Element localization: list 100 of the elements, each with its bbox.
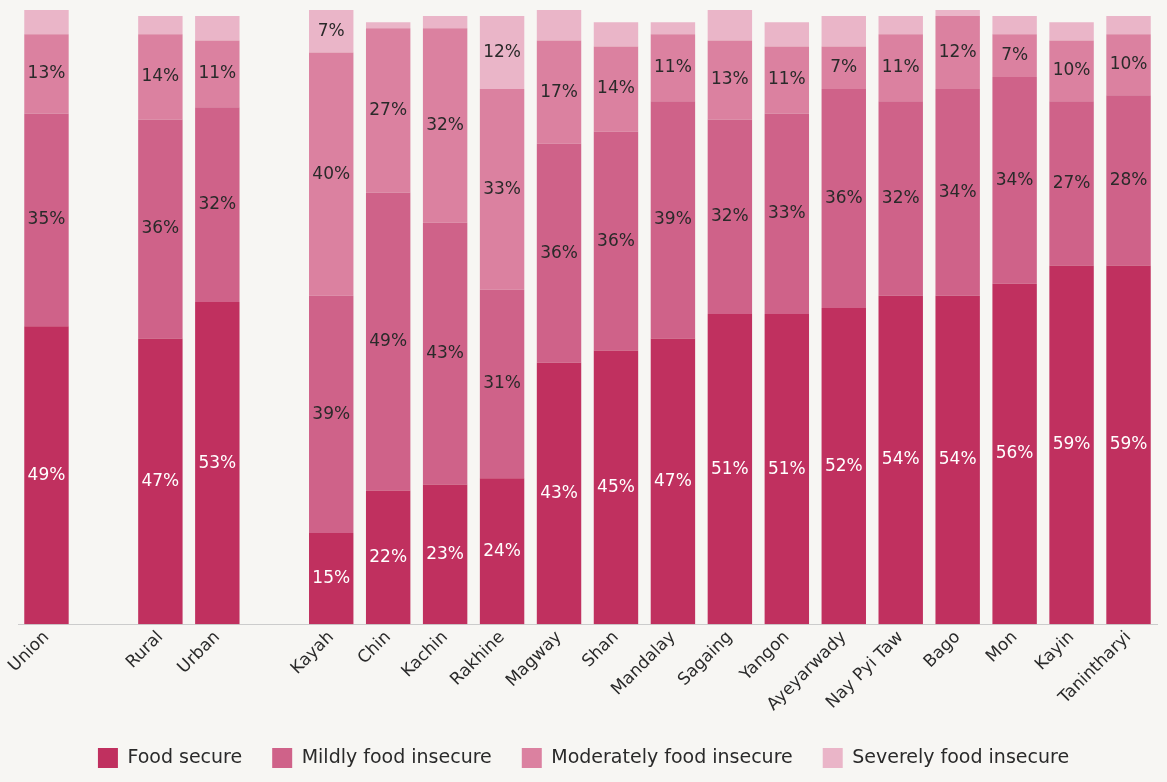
- data-label: 27%: [1052, 171, 1091, 192]
- data-label: 11%: [198, 62, 237, 83]
- bar: [195, 301, 240, 625]
- bar: [821, 16, 866, 47]
- data-label: 59%: [1052, 433, 1091, 454]
- data-label: 36%: [597, 229, 635, 250]
- data-label: 23%: [426, 542, 465, 563]
- data-label: 10%: [1052, 59, 1091, 80]
- bar: [479, 289, 525, 479]
- data-label: 39%: [654, 208, 692, 229]
- bar: [1106, 34, 1151, 96]
- data-label: 15%: [312, 567, 351, 588]
- data-label: 39%: [312, 402, 351, 423]
- bar: [992, 76, 1037, 284]
- data-label: 33%: [767, 202, 806, 223]
- bar: [878, 34, 923, 102]
- data-label: 14%: [141, 65, 180, 86]
- data-label: 14%: [597, 77, 635, 98]
- bar: [24, 10, 69, 35]
- bar: [24, 34, 69, 114]
- data-label: 17%: [540, 80, 578, 101]
- data-label: 43%: [540, 481, 578, 502]
- legend-label: Mildly food insecure: [301, 744, 492, 767]
- legend-label: Food secure: [127, 744, 243, 767]
- bar: [764, 113, 810, 315]
- data-label: 10%: [1109, 53, 1148, 74]
- bar: [309, 533, 354, 625]
- data-label: 34%: [995, 168, 1034, 189]
- bar: [138, 34, 183, 120]
- data-label: 52%: [824, 454, 863, 475]
- bar: [650, 22, 696, 35]
- data-label: 54%: [938, 448, 977, 469]
- bar: [1106, 265, 1151, 625]
- bar: [138, 338, 183, 625]
- data-label: 22%: [369, 545, 408, 566]
- data-label: 34%: [938, 180, 977, 201]
- bar: [1049, 40, 1094, 102]
- bar: [138, 119, 183, 339]
- data-label: 32%: [198, 193, 237, 214]
- data-label: 47%: [654, 469, 692, 490]
- data-label: 47%: [141, 469, 180, 490]
- bar: [479, 478, 525, 625]
- data-label: 12%: [483, 41, 521, 61]
- bar: [1049, 101, 1094, 266]
- data-label: 40%: [312, 162, 351, 183]
- data-label: 35%: [27, 208, 66, 229]
- bar: [935, 16, 980, 90]
- bar: [764, 314, 810, 625]
- bar: [195, 16, 240, 41]
- bar: [536, 362, 582, 625]
- bar: [935, 10, 980, 17]
- data-label: 36%: [824, 186, 863, 207]
- bar: [1049, 265, 1094, 625]
- bar: [195, 40, 240, 108]
- legend-label: Severely food insecure: [852, 744, 1070, 767]
- bar: [935, 89, 980, 296]
- bar: [821, 308, 866, 625]
- data-label: 24%: [483, 539, 521, 560]
- bar: [365, 192, 411, 491]
- data-label: 11%: [654, 56, 692, 77]
- bar: [707, 119, 753, 315]
- data-label: 32%: [426, 113, 465, 134]
- bar: [764, 22, 810, 47]
- data-label: 13%: [27, 62, 66, 83]
- bar: [1049, 22, 1094, 41]
- data-label: 59%: [1109, 433, 1148, 454]
- bar: [422, 28, 468, 223]
- bar: [821, 89, 866, 309]
- bar: [309, 52, 354, 296]
- bar: [593, 22, 639, 47]
- bar: [878, 101, 923, 296]
- bar: [1106, 95, 1151, 266]
- bar: [650, 34, 696, 102]
- bar: [707, 40, 753, 120]
- data-label: 12%: [938, 41, 977, 61]
- data-label: 7%: [830, 56, 858, 77]
- bar: [992, 34, 1037, 77]
- bar: [138, 16, 183, 35]
- bar: [536, 40, 582, 144]
- data-label: 31%: [483, 372, 521, 393]
- bar: [764, 46, 810, 114]
- bar: [195, 107, 240, 302]
- legend-label: Moderately food insecure: [551, 744, 793, 767]
- data-label: 11%: [881, 56, 920, 77]
- data-label: 49%: [369, 329, 408, 350]
- bar: [536, 143, 582, 363]
- bar: [650, 101, 696, 339]
- bar: [878, 295, 923, 625]
- data-label: 28%: [1109, 168, 1148, 189]
- data-label: 13%: [710, 68, 749, 89]
- bar: [707, 314, 753, 625]
- bar: [992, 283, 1037, 625]
- data-label: 27%: [369, 98, 408, 119]
- bar: [24, 113, 69, 327]
- bar: [422, 484, 468, 625]
- data-label: 33%: [483, 177, 521, 198]
- data-label: 53%: [198, 451, 237, 472]
- bar: [365, 490, 411, 625]
- data-label: 7%: [317, 19, 345, 40]
- bar: [479, 16, 525, 90]
